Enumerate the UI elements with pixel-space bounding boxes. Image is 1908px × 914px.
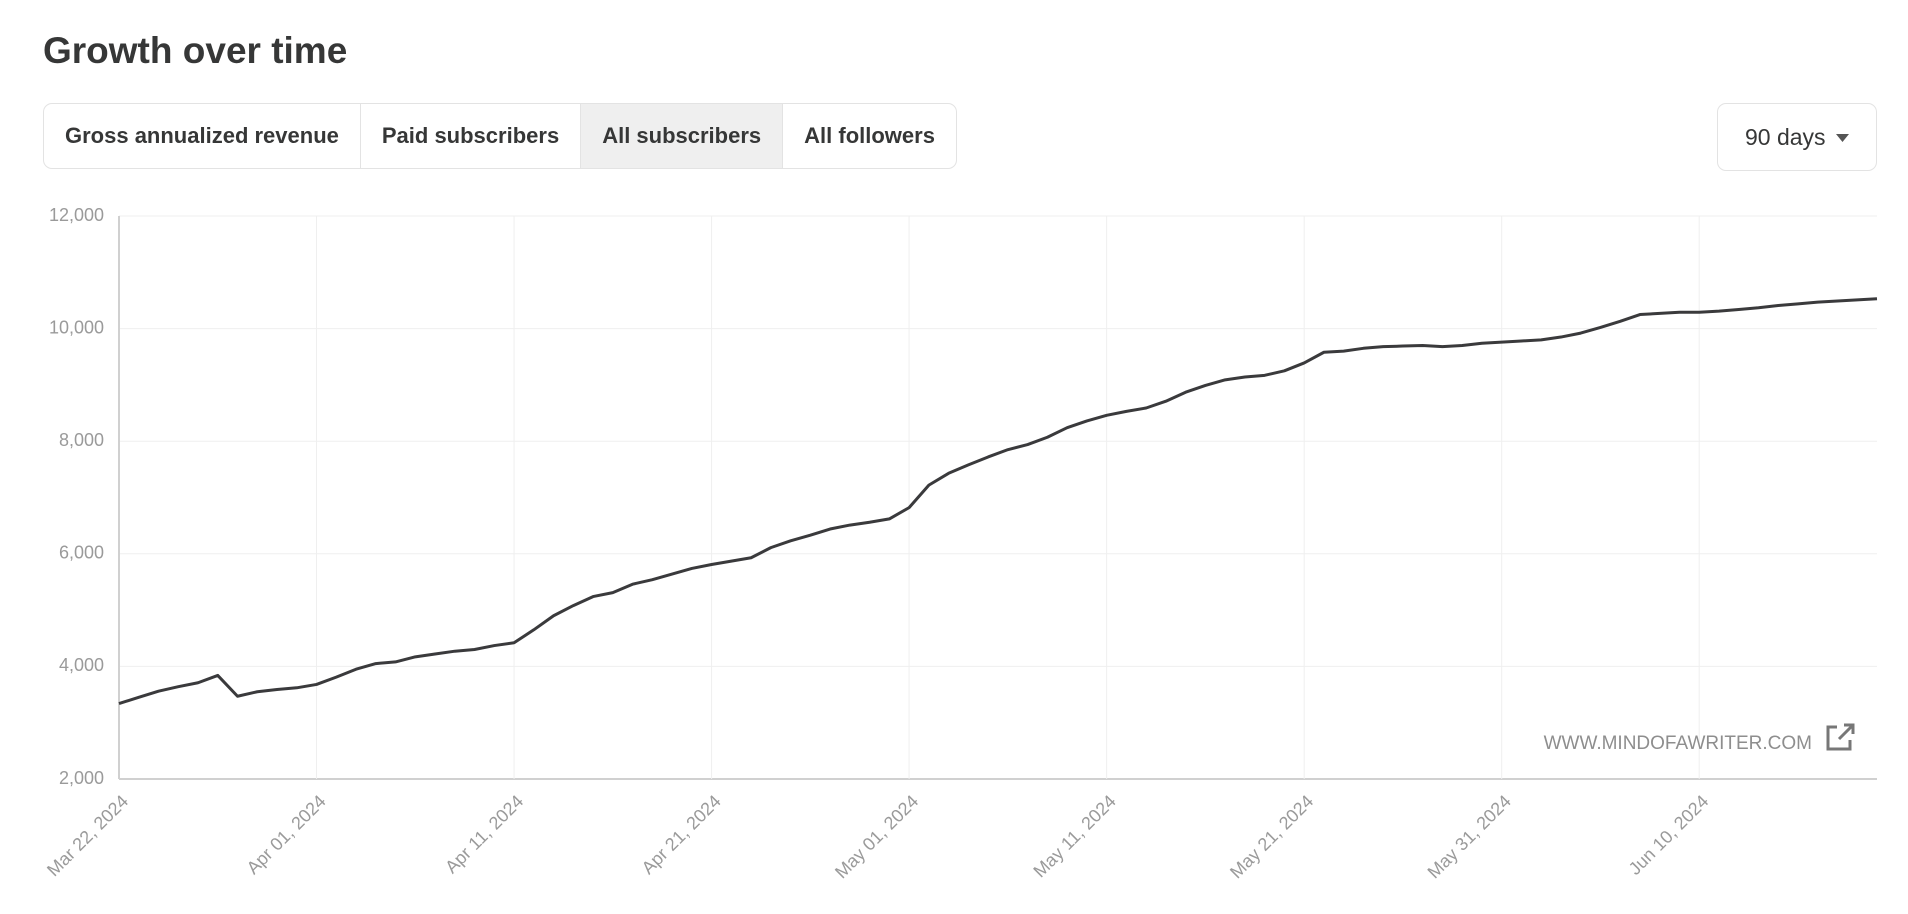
y-tick-label: 4,000 <box>59 655 104 675</box>
x-tick-label: Jun 10, 2024 <box>1625 791 1713 879</box>
y-tick-label: 10,000 <box>49 317 104 337</box>
x-tick-label: Apr 11, 2024 <box>441 791 527 877</box>
x-tick-label: Apr 21, 2024 <box>638 791 725 878</box>
y-tick-label: 8,000 <box>59 430 104 450</box>
external-link-icon <box>1826 723 1855 751</box>
range-dropdown[interactable]: 90 days <box>1717 103 1877 171</box>
tab[interactable]: All subscribers <box>581 104 784 168</box>
x-tick-label: May 31, 2024 <box>1424 791 1515 882</box>
watermark[interactable]: WWW.MINDOFAWRITER.COM <box>1544 723 1855 754</box>
y-tick-label: 6,000 <box>59 543 104 563</box>
title: Growth over time <box>43 30 348 71</box>
x-tick-label: May 21, 2024 <box>1226 791 1317 882</box>
x-tick-label: Apr 01, 2024 <box>243 791 330 878</box>
x-tick-label: May 01, 2024 <box>831 791 922 882</box>
tab[interactable]: Gross annualized revenue <box>44 104 361 168</box>
data-line <box>118 297 1878 705</box>
caret <box>1836 134 1849 142</box>
watermark-text: WWW.MINDOFAWRITER.COM <box>1544 733 1812 754</box>
x-tick-label: May 11, 2024 <box>1029 791 1119 881</box>
tab[interactable]: Paid subscribers <box>361 104 582 168</box>
tab[interactable]: All followers <box>804 123 935 148</box>
x-tick-label: Mar 22, 2024 <box>43 791 132 880</box>
y-tick-label: 12,000 <box>49 205 104 225</box>
tab-bar: Gross annualized revenue Paid subscribers… <box>43 103 957 169</box>
y-tick-label: 2,000 <box>59 768 104 788</box>
dropdown-label: 90 days <box>1745 124 1826 150</box>
